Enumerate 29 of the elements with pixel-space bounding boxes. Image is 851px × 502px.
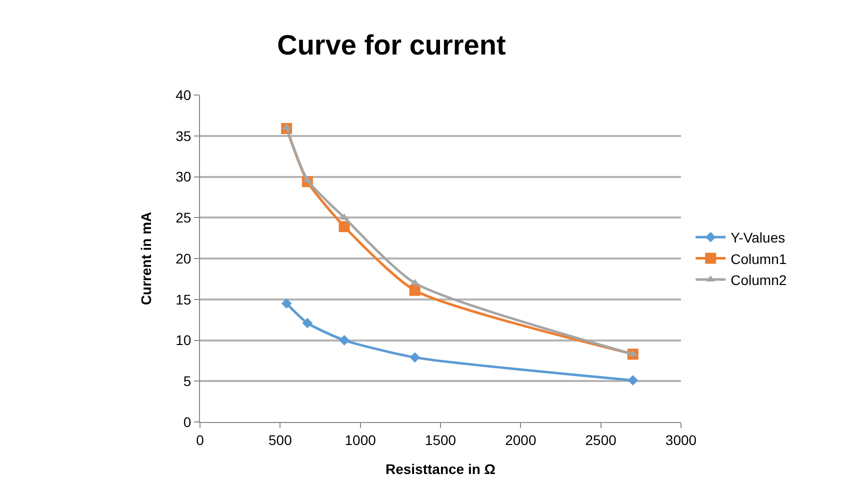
y-tick-label: 30 <box>176 168 192 185</box>
point <box>281 298 292 309</box>
point <box>410 352 420 363</box>
legend-label: Column2 <box>730 272 787 288</box>
y-tick-label: 15 <box>176 291 192 308</box>
point <box>628 375 638 386</box>
legend-label: Y-Values <box>730 230 786 246</box>
y-tick-label: 40 <box>176 86 192 103</box>
point <box>302 318 313 328</box>
y-tick-label: 20 <box>176 250 192 266</box>
x-axis-title: Resisttance in Ω <box>385 461 496 477</box>
x-tick-label: 1500 <box>424 432 456 448</box>
y-tick-label: 10 <box>176 332 192 348</box>
point <box>339 335 350 346</box>
legend-label: Column1 <box>730 250 787 267</box>
y-tick-label: 35 <box>176 128 192 144</box>
y-tick-label: 5 <box>183 373 192 390</box>
y-tick-label: 25 <box>176 210 192 226</box>
y-tick-label: 0 <box>183 414 192 430</box>
chart-title: Curve for current <box>277 30 506 61</box>
point <box>409 284 420 296</box>
x-tick-label: 2000 <box>505 432 536 448</box>
x-tick-label: 3000 <box>665 432 697 448</box>
x-tick-label: 500 <box>268 432 292 448</box>
x-tick-label: 0 <box>196 432 204 448</box>
x-tick-label: 2500 <box>585 432 617 448</box>
x-tick-label: 1000 <box>344 432 376 448</box>
point <box>338 221 350 232</box>
y-axis-title: Current in mA <box>138 212 154 306</box>
